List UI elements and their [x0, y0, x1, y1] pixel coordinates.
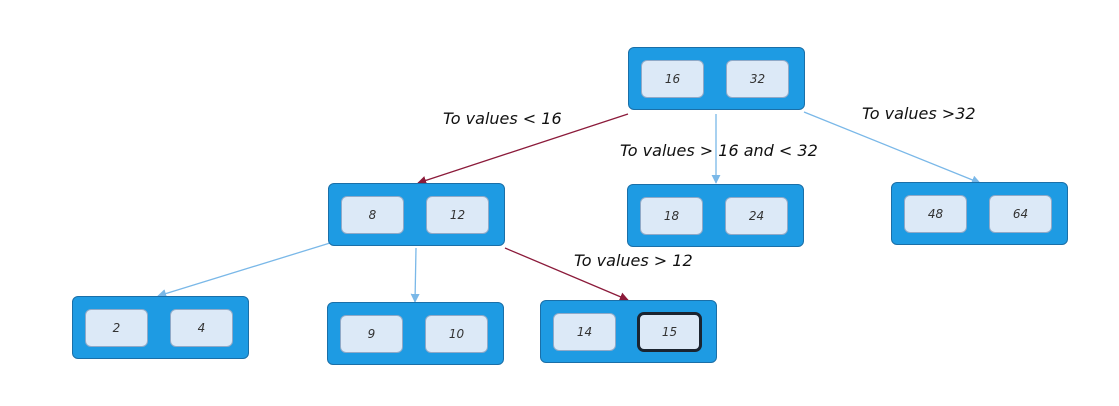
node-key: 2: [85, 309, 148, 347]
tree-node-mid-right[interactable]: 48 64: [891, 182, 1068, 245]
edge-label-gt-12: To values > 12: [574, 251, 693, 270]
node-key: 4: [170, 309, 233, 347]
edge-mid-left-to-leaf-b: [410, 247, 420, 303]
node-key: 12: [426, 196, 489, 234]
tree-node-leaf-b[interactable]: 9 10: [327, 302, 504, 365]
edge-mid-left-to-leaf-a: [157, 242, 331, 298]
node-key: 64: [989, 195, 1052, 233]
node-key: 18: [640, 197, 703, 235]
node-key-selected[interactable]: 15: [638, 313, 701, 351]
tree-node-mid-left[interactable]: 8 12: [328, 183, 505, 246]
edge-label-gt-32: To values >32: [862, 104, 976, 123]
edge-label-between-16-32: To values > 16 and < 32: [620, 141, 818, 160]
edge-root-to-mid-right: [803, 111, 981, 185]
tree-node-leaf-c[interactable]: 14 15: [540, 300, 717, 363]
node-key: 48: [904, 195, 967, 233]
node-key: 16: [641, 60, 704, 98]
node-key: 32: [726, 60, 789, 98]
edge-mid-left-to-leaf-c: [504, 247, 629, 302]
tree-node-mid-center[interactable]: 18 24: [627, 184, 804, 247]
node-key: 24: [725, 197, 788, 235]
node-key: 10: [425, 315, 488, 353]
tree-node-root[interactable]: 16 32: [628, 47, 805, 110]
tree-node-leaf-a[interactable]: 2 4: [72, 296, 249, 359]
node-key: 8: [341, 196, 404, 234]
node-key: 9: [340, 315, 403, 353]
edge-root-to-mid-left: [417, 113, 629, 185]
edge-label-lt-16: To values < 16: [443, 109, 562, 128]
node-key: 14: [553, 313, 616, 351]
